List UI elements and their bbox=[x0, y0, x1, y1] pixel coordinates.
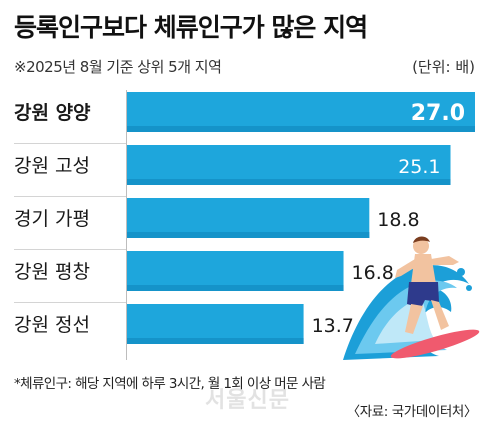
row-separator bbox=[14, 302, 126, 303]
bar bbox=[127, 251, 344, 291]
category-label: 강원 평창 bbox=[14, 261, 90, 283]
bar bbox=[127, 92, 475, 132]
row-separator bbox=[14, 143, 126, 144]
bar-shadow bbox=[127, 232, 370, 238]
value-label: 25.1 bbox=[398, 156, 440, 178]
bar bbox=[127, 145, 451, 185]
value-label: 13.7 bbox=[312, 315, 354, 337]
bar-shadow bbox=[127, 338, 304, 344]
value-label: 27.0 bbox=[411, 101, 465, 126]
unit-label: (단위: 배) bbox=[412, 58, 475, 76]
value-label: 18.8 bbox=[377, 209, 419, 231]
bar-shadow bbox=[127, 285, 344, 291]
bar-shadow bbox=[127, 179, 451, 185]
axis-divider bbox=[126, 90, 127, 360]
watermark: 서울신문 bbox=[205, 388, 290, 413]
category-label: 경기 가평 bbox=[14, 208, 90, 230]
category-label: 강원 고성 bbox=[14, 155, 90, 177]
source-label: 〈자료: 국가데이터처〉 bbox=[346, 404, 478, 420]
row-separator bbox=[14, 249, 126, 250]
bar bbox=[127, 304, 304, 344]
row-separator bbox=[14, 196, 126, 197]
chart-title: 등록인구보다 체류인구가 많은 지역 bbox=[14, 13, 368, 42]
value-label: 16.8 bbox=[352, 262, 394, 284]
surfer-illustration-icon bbox=[343, 236, 480, 360]
chart-subtitle: ※2025년 8월 기준 상위 5개 지역 bbox=[14, 58, 222, 76]
category-label: 강원 정선 bbox=[14, 314, 90, 336]
bar bbox=[127, 198, 370, 238]
footnote: *체류인구: 해당 지역에 하루 3시간, 월 1회 이상 머문 사람 bbox=[14, 376, 326, 392]
bar-shadow bbox=[127, 126, 475, 132]
category-label: 강원 양양 bbox=[14, 102, 91, 124]
